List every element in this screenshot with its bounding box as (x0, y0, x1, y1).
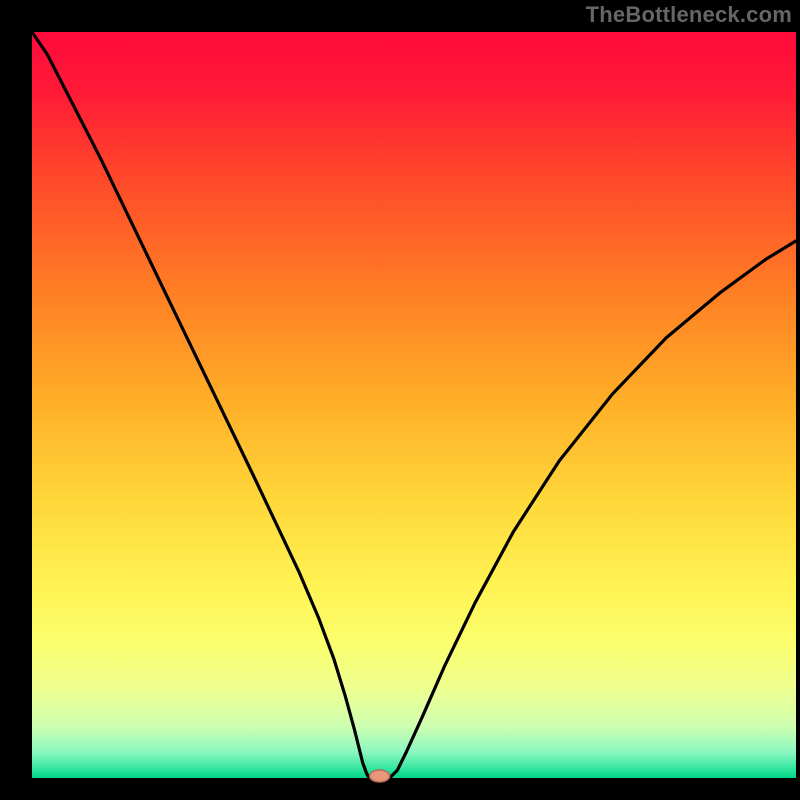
gradient-background (32, 32, 796, 778)
bottleneck-chart (0, 0, 800, 800)
minimum-marker (370, 770, 390, 782)
watermark-text: TheBottleneck.com (586, 2, 792, 28)
